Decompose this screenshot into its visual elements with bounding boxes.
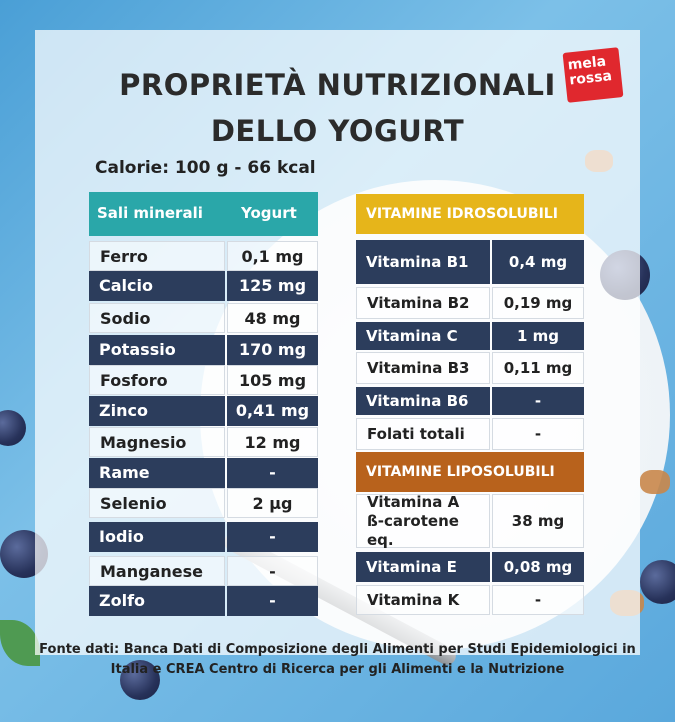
vitamin-row: Vitamina K-	[356, 585, 584, 615]
mineral-name: Magnesio	[89, 427, 225, 457]
mineral-value: 105 mg	[227, 365, 318, 395]
mineral-name: Selenio	[89, 488, 225, 518]
mineral-value: 12 mg	[227, 427, 318, 457]
vitamin-value: 38 mg	[492, 494, 584, 548]
blueberry	[640, 560, 675, 604]
mineral-row: Iodio -	[89, 522, 318, 552]
minerals-table-header: Sali minerali Yogurt	[89, 192, 318, 236]
vitamin-name: Folati totali	[356, 418, 490, 450]
mineral-name: Iodio	[89, 522, 225, 552]
vitamin-row: Vitamina B6-	[356, 387, 584, 415]
vitamin-value: 0,19 mg	[492, 287, 584, 319]
mineral-row: Zolfo -	[89, 586, 318, 616]
vitamin-row: Vitamina A ß-carotene eq. 38 mg	[356, 493, 584, 549]
vitamin-value: 0,08 mg	[492, 552, 584, 582]
mineral-name: Ferro	[89, 241, 225, 271]
mineral-name: Sodio	[89, 303, 225, 333]
vitamin-name: Vitamina B6	[356, 387, 490, 415]
vitamin-name: Vitamina K	[356, 585, 490, 615]
page-title: PROPRIETÀ NUTRIZIONALI DELLO YOGURT	[35, 62, 640, 154]
mineral-row: Fosforo 105 mg	[89, 365, 318, 395]
title-line-2: DELLO YOGURT	[210, 114, 465, 148]
mineral-name: Fosforo	[89, 365, 225, 395]
vitamin-row: Vitamina B2 0,19 mg	[356, 287, 584, 319]
mineral-row: Manganese -	[89, 556, 318, 586]
mineral-value: 0,41 mg	[227, 396, 318, 426]
vitamin-row: Vitamina E 0,08 mg	[356, 552, 584, 582]
mineral-row: Calcio 125 mg	[89, 271, 318, 301]
source-line-2: Italia e CREA Centro di Ricerca per gli …	[110, 662, 565, 677]
vitamin-name: Vitamina A ß-carotene eq.	[356, 493, 490, 549]
vitamin-value: 0,4 mg	[492, 240, 584, 284]
mineral-row: Selenio 2 µg	[89, 488, 318, 518]
mineral-row: Zinco 0,41 mg	[89, 396, 318, 426]
mineral-row: Potassio 170 mg	[89, 335, 318, 365]
vitamin-name: Vitamina B3	[356, 352, 490, 384]
vitamin-name: Vitamina B1	[356, 240, 490, 284]
vitamin-row: Vitamina B1 0,4 mg	[356, 240, 584, 284]
vitamin-value: -	[492, 387, 584, 415]
vitamin-name: Vitamina C	[356, 322, 490, 350]
vitamin-value: -	[492, 418, 584, 450]
mineral-name: Calcio	[89, 271, 225, 301]
mineral-name: Rame	[89, 458, 225, 488]
mineral-row: Magnesio 12 mg	[89, 427, 318, 457]
mineral-name: Manganese	[89, 556, 225, 586]
mineral-name: Potassio	[89, 335, 225, 365]
mineral-value: 125 mg	[227, 271, 318, 301]
mineral-value: 170 mg	[227, 335, 318, 365]
mineral-name: Zinco	[89, 396, 225, 426]
calorie-label: Calorie: 100 g - 66 kcal	[95, 158, 316, 178]
vitamin-name: Vitamina E	[356, 552, 490, 582]
minerals-header-name: Sali minerali	[97, 204, 203, 222]
mineral-row: Sodio 48 mg	[89, 303, 318, 333]
blueberry	[0, 410, 26, 446]
mineral-value: 0,1 mg	[227, 241, 318, 271]
mineral-value: -	[227, 522, 318, 552]
vitamin-name: Vitamina B2	[356, 287, 490, 319]
mineral-value: -	[227, 586, 318, 616]
blueberry	[120, 660, 160, 700]
melarossa-logo: mela rossa	[562, 47, 624, 103]
source-line-1: Fonte dati: Banca Dati di Composizione d…	[39, 642, 636, 657]
title-line-1: PROPRIETÀ NUTRIZIONALI	[119, 68, 556, 102]
minerals-header-value: Yogurt	[241, 204, 297, 222]
mineral-value: -	[227, 458, 318, 488]
source-note: Fonte dati: Banca Dati di Composizione d…	[20, 640, 655, 680]
mineral-value: -	[227, 556, 318, 586]
mineral-value: 48 mg	[227, 303, 318, 333]
mineral-row: Rame -	[89, 458, 318, 488]
hydro-vitamins-header: VITAMINE IDROSOLUBILI	[356, 194, 584, 234]
mineral-row: Ferro 0,1 mg	[89, 241, 318, 271]
vitamin-value: 0,11 mg	[492, 352, 584, 384]
vitamin-row: Folati totali -	[356, 418, 584, 450]
mineral-name: Zolfo	[89, 586, 225, 616]
lipo-vitamins-header: VITAMINE LIPOSOLUBILI	[356, 452, 584, 492]
vitamin-value: -	[492, 585, 584, 615]
granola	[640, 470, 670, 494]
vitamin-row: Vitamina B3 0,11 mg	[356, 352, 584, 384]
logo-text-2: rossa	[568, 68, 613, 89]
vitamin-value: 1 mg	[492, 322, 584, 350]
mineral-value: 2 µg	[227, 488, 318, 518]
